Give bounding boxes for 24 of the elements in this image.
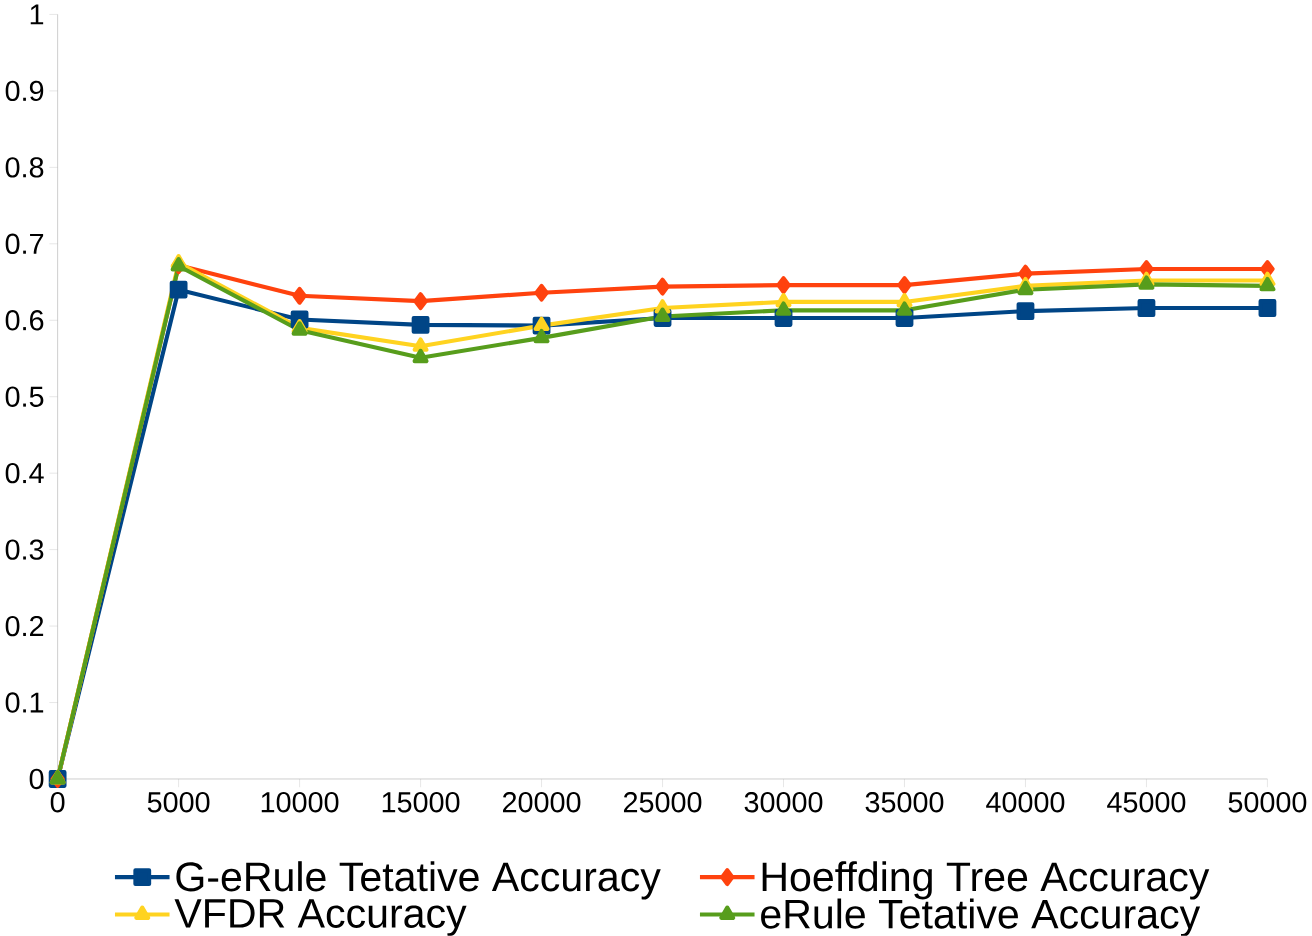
y-tick-label: 0.5 <box>5 386 44 407</box>
y-tick-label: 0 <box>29 768 44 790</box>
y-tick-label: 0.6 <box>5 310 44 331</box>
y-tick-label: 0.9 <box>5 80 44 102</box>
legend-label: G-eRule Tetative Accuracy <box>176 861 661 900</box>
y-tick-label: 0.7 <box>5 233 44 255</box>
y-tick-label: 0.3 <box>5 539 44 560</box>
x-tick-label: 30000 <box>744 792 823 813</box>
x-tick-label: 35000 <box>865 792 944 813</box>
y-tick-label: 0.8 <box>5 157 44 178</box>
x-tick-label: 40000 <box>986 792 1065 813</box>
y-tick-label: 0.2 <box>5 615 44 637</box>
legend-label: VFDR Accuracy <box>174 899 467 936</box>
x-tick-label: 10000 <box>261 792 339 813</box>
x-tick-label: 45000 <box>1107 792 1186 813</box>
x-tick-label: 15000 <box>382 792 460 813</box>
x-tick-label: 50000 <box>1228 792 1307 813</box>
y-tick-label: 1 <box>30 4 44 25</box>
x-tick-label: 20000 <box>502 792 581 813</box>
y-tick-label: 0.1 <box>5 692 44 713</box>
x-tick-label: 5000 <box>147 792 210 813</box>
x-tick-label: 0 <box>50 792 65 813</box>
y-tick-label: 0.4 <box>5 463 44 484</box>
x-tick-label: 25000 <box>623 792 702 813</box>
